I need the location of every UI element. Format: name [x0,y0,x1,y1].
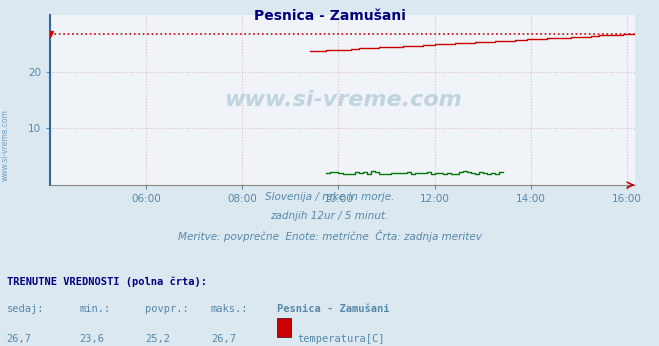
Text: 26,7: 26,7 [211,334,236,344]
Text: TRENUTNE VREDNOSTI (polna črta):: TRENUTNE VREDNOSTI (polna črta): [7,277,206,287]
Text: min.:: min.: [79,304,110,315]
Text: www.si-vreme.com: www.si-vreme.com [223,90,461,110]
Text: temperatura[C]: temperatura[C] [298,334,386,344]
Text: 26,7: 26,7 [7,334,32,344]
Text: sedaj:: sedaj: [7,304,44,315]
Text: zadnjih 12ur / 5 minut.: zadnjih 12ur / 5 minut. [270,211,389,221]
Text: 25,2: 25,2 [145,334,170,344]
Text: Slovenija / reke in morje.: Slovenija / reke in morje. [265,192,394,202]
Text: www.si-vreme.com: www.si-vreme.com [1,109,10,181]
Text: Pesnica - Zamušani: Pesnica - Zamušani [254,9,405,22]
Text: maks.:: maks.: [211,304,248,315]
Text: Meritve: povprečne  Enote: metrične  Črta: zadnja meritev: Meritve: povprečne Enote: metrične Črta:… [177,230,482,242]
Text: Pesnica - Zamušani: Pesnica - Zamušani [277,304,389,315]
Text: povpr.:: povpr.: [145,304,188,315]
Text: 23,6: 23,6 [79,334,104,344]
